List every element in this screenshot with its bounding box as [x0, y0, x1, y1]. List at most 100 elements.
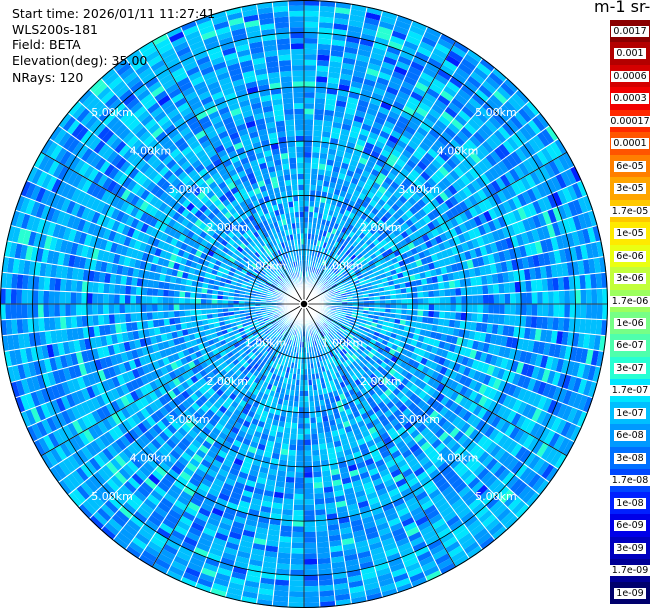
range-gate-cell: [428, 128, 441, 140]
range-gate-cell: [412, 56, 428, 67]
range-gate-cell: [317, 38, 332, 45]
range-gate-cell: [435, 225, 445, 235]
range-gate-cell: [417, 371, 427, 381]
range-gate-cell: [343, 151, 353, 160]
range-gate-cell: [345, 235, 352, 243]
range-gate-cell: [412, 111, 426, 122]
range-gate-cell: [326, 82, 339, 90]
range-gate-cell: [449, 288, 456, 297]
range-gate-cell: [407, 332, 415, 340]
range-gate-cell: [397, 55, 413, 66]
range-gate-cell: [326, 159, 335, 166]
range-gate-cell: [334, 324, 341, 330]
range-gate-cell: [298, 396, 304, 402]
range-gate-cell: [479, 422, 491, 435]
range-gate-cell: [496, 367, 506, 380]
range-gate-cell: [316, 179, 324, 187]
range-gate-cell: [343, 272, 350, 278]
range-gate-cell: [363, 78, 377, 88]
range-gate-cell: [439, 365, 448, 376]
range-gate-cell: [585, 288, 592, 304]
range-gate-cell: [555, 358, 565, 373]
range-gate-cell: [354, 268, 361, 275]
range-gate-cell: [304, 32, 319, 39]
range-gate-cell: [321, 136, 331, 144]
range-gate-cell: [352, 336, 359, 343]
range-gate-cell: [378, 20, 395, 31]
range-gate-cell: [552, 386, 563, 402]
range-gate-cell: [304, 450, 312, 456]
range-gate-cell: [564, 304, 570, 318]
range-gate-cell: [474, 350, 483, 362]
range-gate-cell: [319, 252, 324, 259]
range-gate-cell: [408, 274, 416, 282]
range-gate-cell: [367, 62, 382, 72]
range-gate-cell: [304, 499, 315, 505]
range-gate-cell: [399, 282, 406, 289]
range-gate-cell: [448, 76, 464, 89]
range-gate-cell: [473, 392, 483, 405]
range-gate-cell: [501, 187, 512, 201]
range-gate-cell: [360, 268, 367, 275]
range-gate-cell: [342, 240, 349, 247]
range-gate-cell: [317, 43, 332, 51]
range-gate-cell: [557, 276, 565, 291]
range-gate-cell: [351, 328, 358, 334]
range-gate-cell: [356, 180, 366, 188]
range-gate-cell: [518, 269, 526, 282]
range-gate-cell: [401, 298, 408, 304]
range-gate-cell: [364, 112, 376, 122]
range-gate-cell: [476, 361, 485, 373]
range-gate-cell: [430, 399, 441, 410]
range-gate-cell: [337, 172, 346, 181]
range-gate-cell: [443, 318, 450, 327]
range-gate-cell: [395, 158, 407, 168]
range-gate-cell: [444, 288, 451, 297]
range-gate-cell: [427, 317, 434, 325]
range-gate-cell: [103, 314, 110, 325]
range-gate-cell: [365, 160, 376, 169]
range-gate-cell: [313, 262, 318, 268]
range-gate-cell: [365, 238, 373, 246]
range-gate-cell: [464, 347, 472, 358]
range-gate-cell: [304, 141, 313, 147]
range-gate-cell: [394, 283, 401, 290]
range-gate-cell: [443, 257, 451, 267]
range-gate-cell: [342, 246, 349, 254]
range-gate-cell: [427, 246, 436, 256]
range-gate-cell: [396, 139, 408, 150]
range-gate-cell: [527, 437, 540, 452]
range-gate-cell: [462, 231, 472, 242]
range-gate-cell: [318, 163, 327, 170]
range-gate-cell: [502, 200, 513, 214]
range-gate-cell: [464, 277, 472, 287]
range-gate-cell: [294, 482, 304, 489]
range-gate-cell: [504, 293, 511, 304]
range-gate-cell: [313, 482, 324, 489]
range-gate-cell: [433, 310, 440, 319]
range-gate-cell: [420, 195, 431, 205]
range-gate-cell: [377, 154, 389, 163]
range-gate-cell: [393, 323, 400, 330]
range-gate-cell: [423, 152, 435, 163]
range-gate-cell: [372, 87, 386, 97]
range-gate-cell: [311, 438, 319, 445]
range-gate-cell: [339, 288, 346, 293]
range-gate-cell: [484, 425, 496, 439]
range-gate-cell: [304, 130, 314, 136]
range-gate-cell: [449, 370, 458, 381]
range-gate-cell: [592, 366, 602, 383]
range-gate-cell: [542, 210, 552, 226]
range-gate-cell: [407, 268, 415, 276]
range-gate-cell: [316, 54, 331, 62]
range-gate-cell: [347, 323, 354, 329]
range-gate-cell: [564, 290, 570, 304]
range-gate-cell: [460, 174, 471, 186]
range-gate-cell: [367, 259, 375, 266]
range-gate-cell: [502, 271, 510, 284]
range-gate-cell: [492, 217, 502, 231]
range-gate-cell: [571, 361, 581, 378]
range-gate-cell: [374, 249, 382, 257]
range-gate-cell: [342, 281, 349, 287]
range-gate-cell: [461, 356, 470, 367]
